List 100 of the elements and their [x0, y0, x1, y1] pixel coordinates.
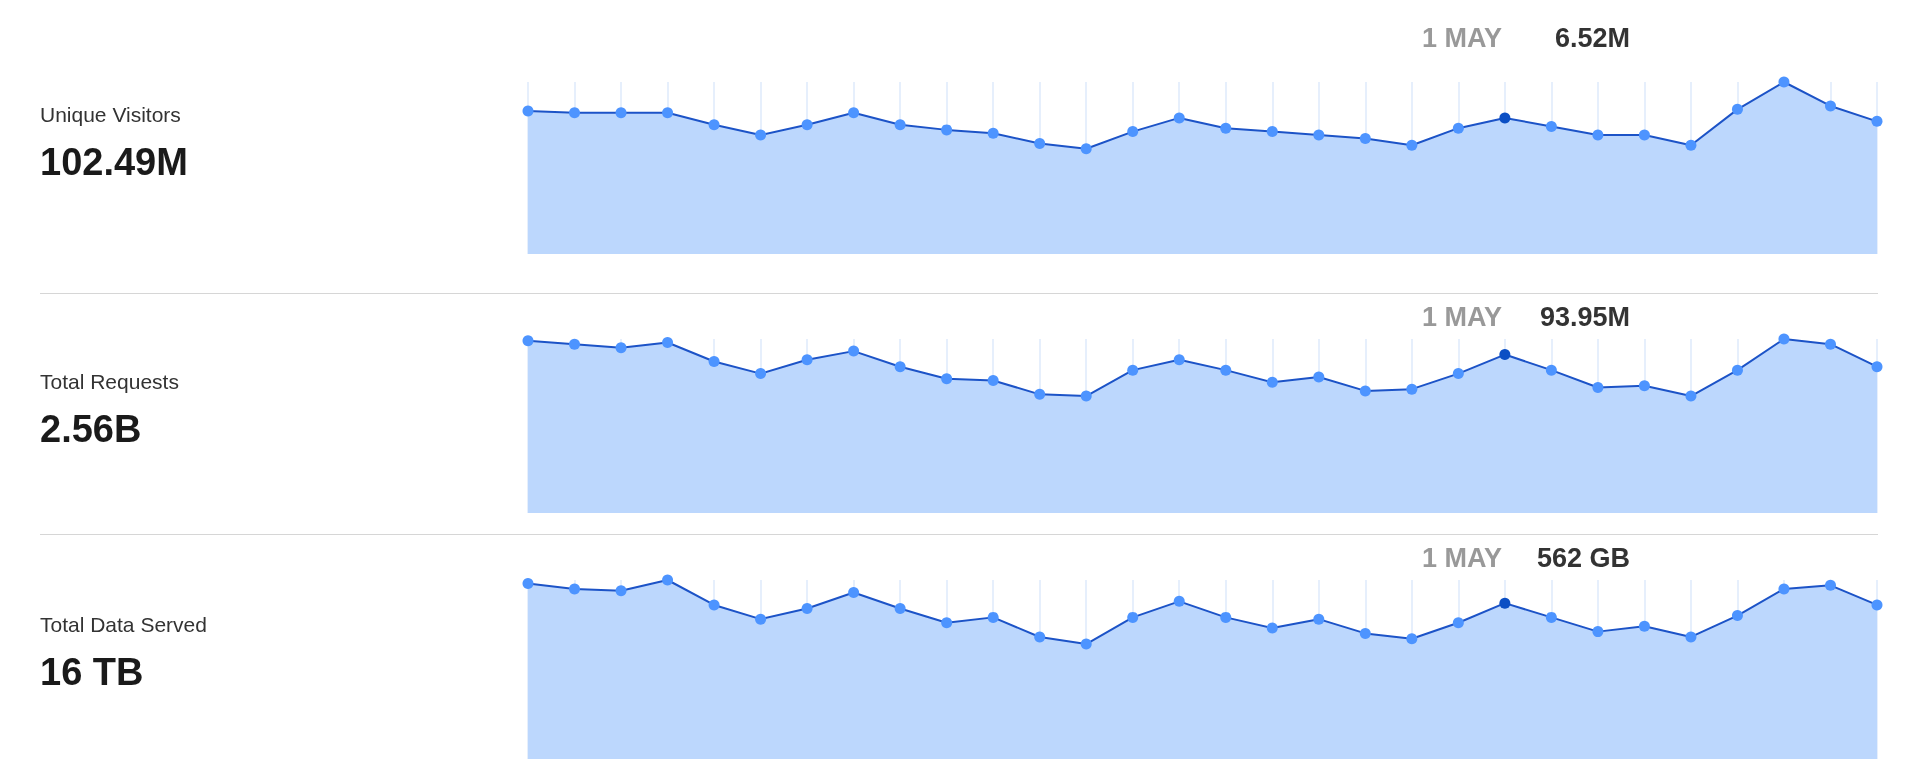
point [848, 345, 860, 357]
point [1266, 126, 1278, 138]
point [1034, 138, 1046, 150]
point [1824, 579, 1836, 591]
point [894, 361, 906, 373]
point [987, 611, 999, 623]
point [755, 613, 767, 625]
point [1173, 354, 1185, 366]
point [1592, 626, 1604, 638]
point [1220, 364, 1232, 376]
point [1499, 597, 1511, 609]
point [1499, 349, 1511, 361]
point [1731, 364, 1743, 376]
point [1034, 388, 1046, 400]
point [894, 119, 906, 131]
text: 102.49M [40, 140, 189, 184]
text: 1 MAY [1421, 301, 1503, 332]
point [941, 617, 953, 629]
point [708, 599, 720, 611]
point [848, 107, 860, 119]
point [1452, 122, 1464, 134]
point [708, 119, 720, 131]
point [1127, 611, 1139, 623]
text: 93.95M [1539, 301, 1631, 332]
point [801, 602, 813, 614]
point [801, 354, 813, 366]
text: 562 GB [1536, 542, 1631, 573]
point [1871, 599, 1883, 611]
point [1080, 638, 1092, 650]
point [1592, 129, 1604, 141]
point [1592, 381, 1604, 393]
point [522, 105, 534, 117]
point [615, 342, 627, 354]
point [662, 107, 674, 119]
text: Unique Visitors [40, 102, 182, 127]
point [1824, 338, 1836, 350]
point [1871, 115, 1883, 127]
point [708, 355, 720, 367]
text: Total Requests [40, 369, 180, 394]
point [1220, 611, 1232, 623]
point [1638, 129, 1650, 141]
point [1359, 627, 1371, 639]
point [1778, 76, 1790, 88]
point [1080, 390, 1092, 402]
point [1173, 595, 1185, 607]
point [1080, 143, 1092, 155]
point [1406, 383, 1418, 395]
point [1545, 611, 1557, 623]
text: 1 MAY [1421, 22, 1503, 53]
text: 2.56B [40, 407, 143, 451]
text: 6.52M [1554, 22, 1631, 53]
point [987, 375, 999, 387]
point [1313, 129, 1325, 141]
point [1731, 103, 1743, 115]
point [1452, 617, 1464, 629]
point [662, 336, 674, 348]
point [1313, 613, 1325, 625]
point [941, 124, 953, 136]
point [801, 119, 813, 131]
point [1359, 132, 1371, 144]
point [522, 578, 534, 590]
point [1824, 100, 1836, 112]
point [1220, 122, 1232, 134]
point [987, 127, 999, 139]
point [1638, 380, 1650, 392]
point [1034, 631, 1046, 643]
point [522, 335, 534, 347]
point [1313, 371, 1325, 383]
point [1778, 583, 1790, 595]
point [755, 368, 767, 380]
point [941, 373, 953, 385]
point [894, 602, 906, 614]
point [1359, 385, 1371, 397]
text: Total Data Served [40, 613, 208, 637]
point [569, 107, 581, 119]
point [1406, 139, 1418, 151]
point [1638, 620, 1650, 632]
point [1685, 390, 1697, 402]
point [569, 583, 581, 595]
point [1266, 622, 1278, 634]
point [1685, 139, 1697, 151]
point [755, 129, 767, 141]
text: 16 TB [40, 651, 145, 694]
point [1545, 364, 1557, 376]
point [1266, 376, 1278, 388]
point [1778, 333, 1790, 345]
point [1127, 126, 1139, 138]
point [1406, 633, 1418, 645]
point [1452, 368, 1464, 380]
point [1499, 112, 1511, 124]
point [1127, 364, 1139, 376]
point [1545, 120, 1557, 132]
point [662, 574, 674, 586]
point [1173, 112, 1185, 124]
point [615, 585, 627, 597]
point [569, 338, 581, 350]
point [848, 586, 860, 598]
point [615, 107, 627, 119]
point [1871, 361, 1883, 373]
point [1685, 631, 1697, 643]
